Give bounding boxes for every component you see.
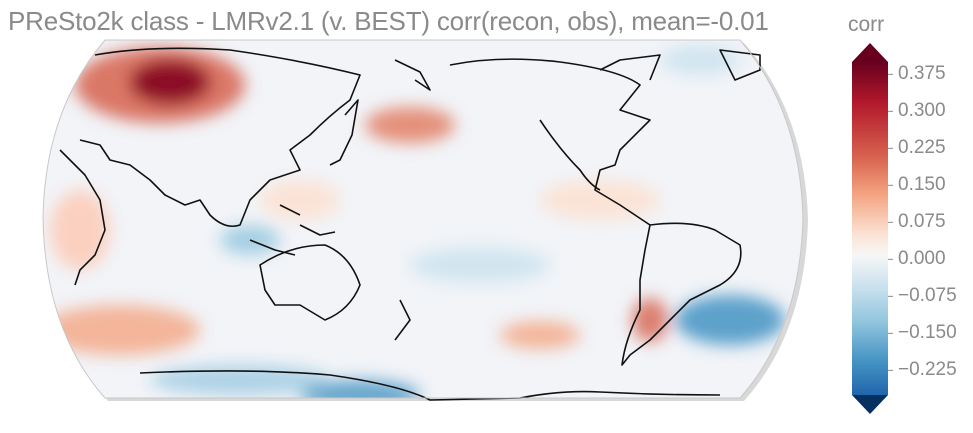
- colorbar-top-extension: [852, 43, 888, 62]
- colorbar-body: [852, 62, 888, 395]
- map-title: PReSto2k class - LMRv2.1 (v. BEST) corr(…: [8, 6, 769, 36]
- colorbar: [852, 43, 893, 414]
- colorbar-label: corr: [848, 13, 885, 36]
- colorbar-bottom-extension: [852, 395, 888, 414]
- colorbar-tick-label: 0.300: [898, 100, 946, 122]
- colorbar-tick-label: −0.225: [898, 359, 957, 381]
- colorbar-tick-label: 0.150: [898, 174, 946, 196]
- coastlines: [59, 47, 761, 401]
- correlation-field: [43, 40, 803, 398]
- globe-outline: [42, 39, 804, 399]
- colorbar-tick-label: −0.150: [898, 322, 957, 344]
- colorbar-tick-label: 0.225: [898, 137, 946, 159]
- colorbar-tick-label: 0.000: [898, 248, 946, 270]
- colorbar-tick-label: −0.075: [898, 285, 957, 307]
- colorbar-tick-label: 0.075: [898, 211, 946, 233]
- colorbar-tick-label: 0.375: [898, 63, 946, 85]
